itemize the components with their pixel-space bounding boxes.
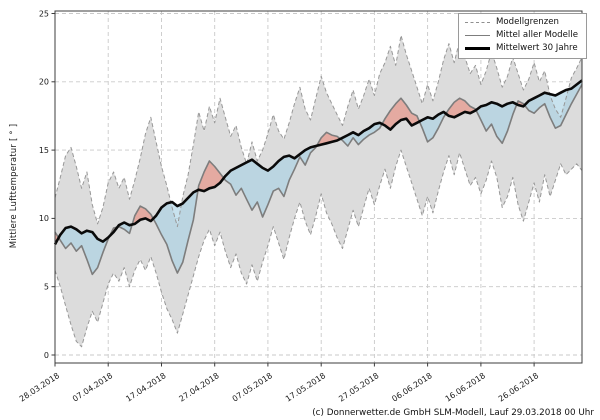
x-axis: 28.03.2018 07.04.2018 17.04.2018 27.04.2018… (18, 363, 540, 404)
x-tick-label: 27.05.2018 (337, 371, 380, 403)
y-axis: 0 5 10 15 20 25 (39, 9, 55, 360)
x-tick-label: 07.05.2018 (231, 371, 274, 403)
legend-label: Mittel aller Modelle (495, 29, 578, 40)
model-range-max-line (54, 34, 583, 228)
legend: Modellgrenzen Mittel aller Modelle Mittelw… (457, 13, 587, 59)
y-tick-label: 25 (39, 9, 49, 18)
x-tick-label: 17.04.2018 (124, 371, 167, 403)
copyright-note: (c) Donnerwetter.de GmbH SLM-Modell, Lau… (312, 408, 594, 418)
x-tick-label: 17.05.2018 (284, 371, 327, 403)
x-tick-label: 06.06.2018 (390, 371, 433, 403)
model-range-min-line (54, 149, 583, 348)
legend-label: Mittelwert 30 Jahre (495, 42, 578, 53)
x-tick-label: 28.03.2018 (18, 371, 61, 403)
legend-label: Modellgrenzen (495, 17, 559, 27)
climate-mean-line (53, 79, 583, 246)
legend-item-dashed: Modellgrenzen (464, 17, 578, 28)
legend-line-sample (464, 35, 490, 37)
y-tick-label: 15 (39, 146, 49, 155)
x-tick-label: 26.06.2018 (497, 371, 540, 403)
y-tick-label: 20 (39, 78, 49, 87)
y-axis-title: Mittlere Lufttemperatur [ ° ] (9, 123, 19, 249)
x-tick-label: 07.04.2018 (71, 371, 114, 403)
warm-anomaly-fill (316, 132, 341, 146)
warm-anomaly-fill (132, 206, 154, 225)
x-tick-label: 16.06.2018 (444, 371, 487, 403)
y-tick-label: 5 (44, 283, 49, 292)
cold-anomaly-fill (153, 190, 198, 273)
x-tick-label: 27.04.2018 (177, 371, 220, 403)
y-tick-label: 0 (44, 351, 49, 360)
legend-line-sample (464, 47, 490, 51)
model-mean-line (54, 84, 583, 276)
y-tick-label: 10 (39, 214, 49, 223)
legend-line-sample (464, 22, 490, 24)
legend-item-black: Mittelwert 30 Jahre (464, 42, 578, 54)
plot-frame (54, 10, 583, 364)
legend-item-gray: Mittel aller Modelle (464, 29, 578, 41)
